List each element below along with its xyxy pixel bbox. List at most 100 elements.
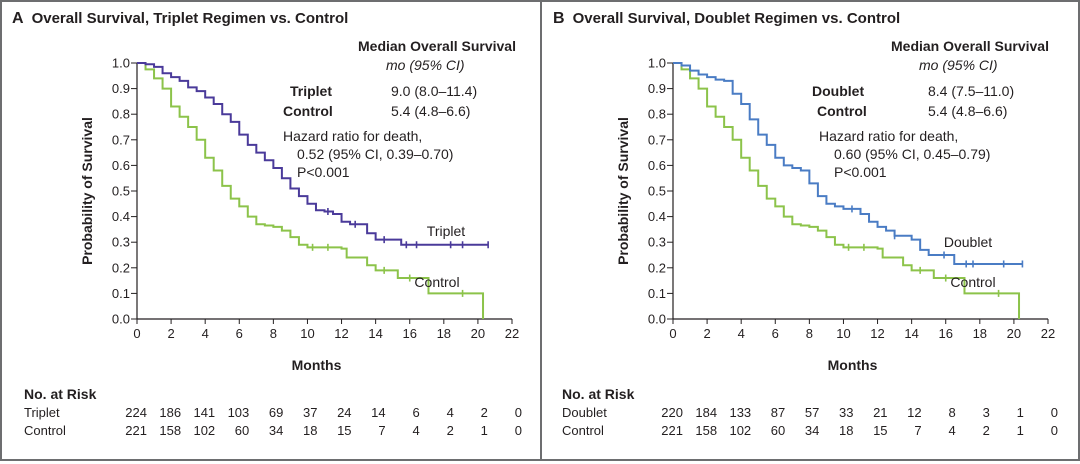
x-tick-label: 14	[904, 326, 918, 341]
y-tick-label: 0.3	[112, 235, 130, 250]
panel-a-title: A Overall Survival, Triplet Regimen vs. C…	[12, 10, 348, 28]
risk-count: 1	[1016, 405, 1024, 420]
x-tick-label: 6	[772, 326, 779, 341]
y-tick-label: 0.0	[112, 312, 130, 327]
group-name-doublet: Doublet	[812, 83, 865, 99]
km-curve-triplet	[137, 62, 489, 246]
group-name-triplet: Triplet	[290, 83, 333, 99]
y-tick-label: 1.0	[112, 56, 130, 71]
y-tick-label: 0.6	[648, 158, 666, 173]
risk-table-title: No. at Risk	[562, 386, 635, 402]
curve-label-control: Control	[414, 274, 459, 290]
risk-row-name: Control	[24, 423, 66, 438]
panel-b-title: B Overall Survival, Doublet Regimen vs. C…	[553, 10, 900, 28]
risk-count: 4	[412, 423, 420, 438]
median-subheader: mo (95% CI)	[386, 57, 465, 73]
risk-table-title: No. at Risk	[24, 386, 97, 402]
panel-a: A Overall Survival, Triplet Regimen vs. C…	[0, 0, 540, 459]
y-tick-label: 0.7	[648, 132, 666, 147]
y-tick-label: 0.4	[112, 209, 130, 224]
curve-label-doublet: Doublet	[944, 234, 992, 250]
x-tick-label: 22	[1041, 326, 1055, 341]
risk-count: 15	[337, 423, 352, 438]
panel-letter: A	[12, 10, 24, 27]
risk-count: 6	[412, 405, 420, 420]
x-tick-label: 8	[270, 326, 277, 341]
risk-count: 1	[1016, 423, 1024, 438]
x-tick-label: 4	[202, 326, 209, 341]
y-tick-label: 0.1	[648, 286, 666, 301]
y-tick-label: 0.2	[648, 260, 666, 275]
x-tick-label: 8	[806, 326, 813, 341]
y-tick-label: 0.9	[112, 81, 130, 96]
risk-row-name: Doublet	[562, 405, 607, 420]
y-tick-label: 0.1	[112, 286, 130, 301]
x-tick-label: 12	[334, 326, 348, 341]
risk-count: 2	[480, 405, 488, 420]
risk-count: 4	[446, 405, 454, 420]
y-tick-label: 0.3	[648, 235, 666, 250]
risk-count: 18	[838, 423, 854, 438]
x-tick-label: 20	[471, 326, 485, 341]
risk-count: 0	[514, 405, 522, 420]
risk-count: 14	[371, 405, 386, 420]
risk-count: 184	[695, 405, 718, 420]
hazard-ratio-value: 0.52 (95% CI, 0.39–0.70)	[297, 146, 454, 162]
y-tick-label: 1.0	[648, 56, 666, 71]
y-tick-label: 0.5	[648, 184, 666, 199]
x-axis-label: Months	[828, 357, 878, 373]
group-name-control: Control	[283, 103, 333, 119]
y-tick-label: 0.6	[112, 158, 130, 173]
risk-count: 7	[378, 423, 386, 438]
median-subheader: mo (95% CI)	[919, 57, 998, 73]
median-header: Median Overall Survival	[358, 38, 516, 54]
risk-count: 0	[514, 423, 522, 438]
panel-letter: B	[553, 10, 565, 27]
risk-count: 34	[804, 423, 820, 438]
risk-count: 8	[948, 405, 956, 420]
p-value: P<0.001	[297, 164, 350, 180]
risk-count: 2	[982, 423, 990, 438]
panel-divider	[540, 0, 542, 459]
group-name-control: Control	[817, 103, 867, 119]
risk-count: 158	[159, 423, 182, 438]
risk-count: 102	[729, 423, 752, 438]
x-tick-label: 4	[738, 326, 745, 341]
risk-count: 37	[302, 405, 318, 420]
risk-count: 186	[159, 405, 182, 420]
risk-count: 158	[695, 423, 718, 438]
y-tick-label: 0.4	[648, 209, 666, 224]
risk-count: 141	[193, 405, 216, 420]
risk-count: 1	[480, 423, 488, 438]
risk-count: 87	[770, 405, 786, 420]
risk-count: 2	[446, 423, 454, 438]
panel-title-text: Overall Survival, Doublet Regimen vs. Co…	[572, 10, 901, 27]
risk-count: 21	[873, 405, 888, 420]
risk-count: 34	[268, 423, 284, 438]
risk-count: 24	[337, 405, 352, 420]
x-tick-label: 20	[1007, 326, 1021, 341]
y-tick-label: 0.8	[648, 107, 666, 122]
x-tick-label: 0	[133, 326, 140, 341]
km-curve-control	[137, 62, 485, 319]
risk-count: 0	[1050, 405, 1058, 420]
y-tick-label: 0.9	[648, 81, 666, 96]
x-tick-label: 2	[167, 326, 174, 341]
risk-count: 57	[804, 405, 820, 420]
risk-row-name: Triplet	[24, 405, 60, 420]
x-tick-label: 18	[973, 326, 987, 341]
risk-count: 103	[227, 405, 250, 420]
km-plot-b: 0 2 4 6 8 10 12 14 16 18 20 22 0.0 0.1 0.2 0.3 0.4 0.5 0.6…	[615, 56, 1055, 374]
y-tick-label: 0.0	[648, 312, 666, 327]
risk-count: 220	[661, 405, 683, 420]
curve-label-control: Control	[950, 274, 995, 290]
y-tick-label: 0.2	[112, 260, 130, 275]
y-tick-label: 0.7	[112, 132, 130, 147]
hazard-ratio-label: Hazard ratio for death,	[819, 128, 959, 144]
risk-count: 3	[982, 405, 990, 420]
risk-count: 4	[948, 423, 956, 438]
x-tick-label: 22	[505, 326, 519, 341]
median-value-doublet: 8.4 (7.5–11.0)	[928, 83, 1015, 99]
panel-title-text: Overall Survival, Triplet Regimen vs. Co…	[31, 10, 349, 27]
hazard-ratio-label: Hazard ratio for death,	[283, 128, 423, 144]
